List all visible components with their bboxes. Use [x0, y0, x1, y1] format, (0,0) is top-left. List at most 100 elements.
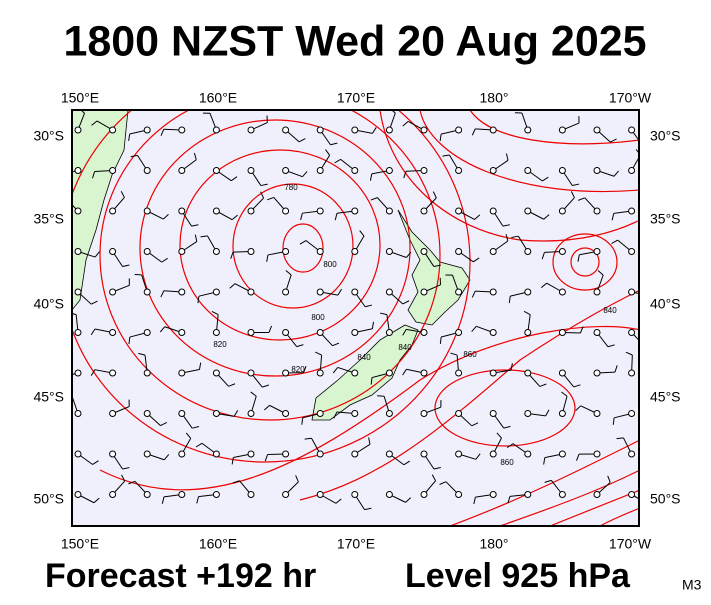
wind-barb	[456, 249, 462, 255]
wind-barb	[283, 330, 289, 336]
wind-barb	[75, 451, 81, 457]
wind-barb	[490, 208, 496, 214]
wind-barb	[525, 492, 531, 498]
wind-barb	[490, 249, 496, 255]
lat-labels-left: 30°S 35°S 40°S 45°S 50°S	[33, 128, 64, 507]
wind-barb	[629, 208, 635, 214]
wind-barb	[179, 451, 185, 457]
map-content	[59, 62, 653, 526]
wind-barb	[421, 330, 427, 336]
wind-barb	[179, 370, 185, 376]
wind-barb	[283, 451, 289, 457]
wind-barb	[110, 208, 116, 214]
wind-barb	[179, 168, 185, 174]
wind-barb	[490, 411, 496, 417]
wind-barb	[75, 208, 81, 214]
wind-barb	[559, 168, 565, 174]
wind-barb	[213, 127, 219, 133]
wind-barb	[559, 249, 565, 255]
lon-labels-bottom: 150°E 160°E 170°E 180° 170°W	[61, 536, 652, 552]
lon-label: 180°	[480, 90, 509, 106]
wind-barb	[386, 208, 392, 214]
wind-barb	[144, 370, 150, 376]
wind-barb	[386, 451, 392, 457]
wind-barb	[75, 249, 81, 255]
wind-barb	[317, 370, 323, 376]
wind-barb	[248, 249, 254, 255]
wind-barb	[629, 168, 635, 174]
wind-barb	[248, 451, 254, 457]
wind-barb	[283, 208, 289, 214]
contour-label: 820	[291, 365, 305, 374]
wind-barb	[559, 370, 565, 376]
wind-barb	[456, 330, 462, 336]
wind-barb	[283, 127, 289, 133]
wind-barb	[490, 127, 496, 133]
wind-barb	[248, 127, 254, 133]
wind-barb	[317, 168, 323, 174]
wind-barb	[629, 330, 635, 336]
lat-label: 50°S	[650, 491, 681, 507]
wind-barb	[144, 451, 150, 457]
wind-barb	[490, 492, 496, 498]
wind-barb	[421, 168, 427, 174]
wind-barb	[60, 378, 61, 385]
wind-barb	[283, 249, 289, 255]
lon-labels-top: 150°E 160°E 170°E 180° 170°W	[61, 90, 652, 106]
wind-barb	[248, 330, 254, 336]
wind-barb	[213, 411, 219, 417]
wind-barb	[594, 370, 600, 376]
lon-label: 170°E	[337, 90, 375, 106]
wind-barb	[421, 127, 427, 133]
wind-barb	[594, 249, 600, 255]
wind-barb	[59, 174, 60, 181]
wind-barb	[75, 168, 81, 174]
wind-barb	[144, 249, 150, 255]
wind-barb	[213, 208, 219, 214]
wind-barb	[386, 370, 392, 376]
wind-barb	[213, 249, 219, 255]
wind-barb	[352, 208, 358, 214]
wind-barb	[525, 330, 531, 336]
lat-label: 40°S	[650, 296, 681, 312]
wind-barb	[642, 143, 649, 145]
contour-label: 780	[284, 183, 298, 192]
wind-barb	[456, 208, 462, 214]
wind-barb	[110, 168, 116, 174]
wind-barb	[386, 168, 392, 174]
model-label: M3	[682, 577, 702, 593]
wind-barb	[594, 127, 600, 133]
wind-barb	[248, 370, 254, 376]
wind-barb	[594, 451, 600, 457]
lat-label: 50°S	[33, 491, 64, 507]
wind-barb	[559, 492, 565, 498]
wind-barb	[144, 208, 150, 214]
wind-barb	[110, 492, 116, 498]
wind-barb	[559, 127, 565, 133]
contour-label: 860	[500, 458, 514, 467]
wind-barb	[525, 127, 531, 133]
wind-barb	[283, 289, 289, 295]
wind-barb	[317, 451, 323, 457]
level-label: Level 925 hPa	[405, 557, 631, 595]
wind-barb	[179, 411, 185, 417]
wind-barb	[283, 492, 289, 498]
wind-barb	[317, 208, 323, 214]
lon-label: 150°E	[61, 536, 99, 552]
wind-barb	[179, 492, 185, 498]
wind-barb	[490, 330, 496, 336]
wind-barb	[456, 411, 462, 417]
wind-barb	[352, 249, 358, 255]
wind-barb	[179, 289, 185, 295]
wind-barb	[283, 370, 289, 376]
wind-barb	[377, 396, 384, 397]
wind-barb	[594, 168, 600, 174]
lon-label: 180°	[480, 536, 509, 552]
wind-barb	[629, 127, 635, 133]
wind-barb	[213, 289, 219, 295]
wind-barb	[317, 289, 323, 295]
wind-barb	[248, 168, 254, 174]
wind-barb	[559, 208, 565, 214]
contour-label: 840	[398, 343, 412, 352]
wind-barb	[525, 168, 531, 174]
